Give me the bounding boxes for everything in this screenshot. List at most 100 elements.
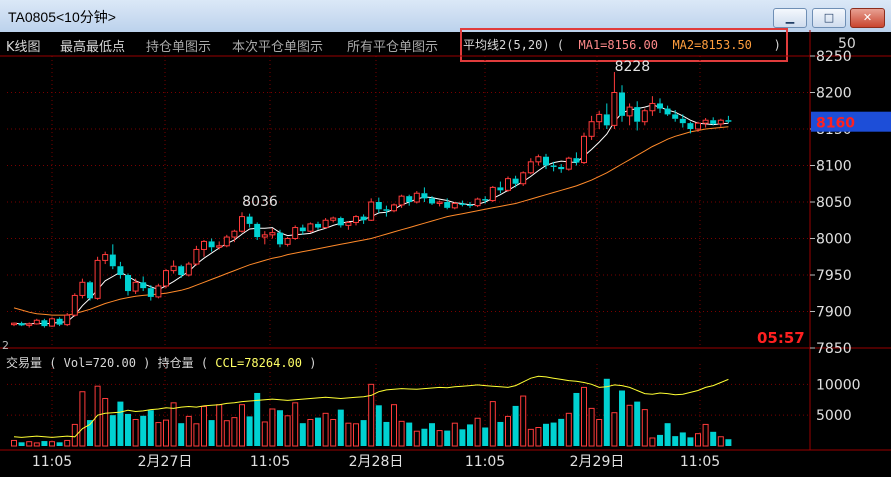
- volume-bar-up: [451, 422, 458, 447]
- volume-bar-up: [413, 430, 420, 447]
- volume-bar-up: [368, 383, 375, 447]
- candle-body-up: [330, 217, 337, 221]
- maximize-button[interactable]: □: [812, 8, 846, 28]
- candle-body-up: [102, 254, 109, 261]
- candle: [717, 118, 724, 127]
- volume-bar-down: [56, 442, 63, 446]
- volume-bar-down: [657, 434, 663, 446]
- volume-bar-up: [641, 409, 648, 447]
- candle-body-up: [535, 156, 542, 163]
- candle: [315, 221, 321, 230]
- candle: [163, 269, 169, 289]
- candle: [322, 218, 329, 229]
- candle-body-up: [596, 113, 603, 123]
- period-value[interactable]: 50: [838, 36, 856, 52]
- candle-body-down: [56, 318, 63, 325]
- volume-bar-up: [626, 404, 633, 447]
- candle-body-down: [497, 187, 504, 191]
- candle-body-up: [201, 240, 207, 250]
- candle: [277, 229, 283, 248]
- volume-value: 交易量 ( Vol=720.00 ): [6, 356, 151, 370]
- candle-body-down: [383, 209, 390, 211]
- candle-body-up: [398, 195, 405, 206]
- candle-body-down: [672, 114, 679, 119]
- candle: [193, 245, 200, 266]
- ma-indicator[interactable]: 平均线2(5,20) ( MA1=8156.00 MA2=8153.50 ): [463, 36, 781, 53]
- candle: [71, 293, 78, 317]
- candle-body-up: [626, 106, 633, 117]
- candle: [474, 197, 481, 208]
- volume-bar-up: [322, 412, 329, 447]
- time-tick-label: 11:05: [250, 454, 290, 470]
- close-button[interactable]: ✕: [850, 8, 885, 28]
- candle: [64, 312, 71, 327]
- candle: [679, 114, 686, 128]
- volume-bar-up: [102, 398, 109, 447]
- candle-body-down: [117, 266, 124, 275]
- volume-bar-up: [64, 439, 71, 447]
- candle: [185, 261, 192, 277]
- ccl-label: 持仓量 (: [157, 356, 209, 370]
- candle: [596, 110, 603, 129]
- time-tick-label: 11:05: [465, 454, 505, 470]
- candle: [436, 200, 443, 207]
- candle-body-down: [725, 120, 732, 122]
- candle-body-down: [550, 165, 557, 167]
- candle: [391, 203, 397, 213]
- price-tick-label: 8000: [816, 232, 852, 248]
- candle: [550, 161, 557, 172]
- candle-body-up: [527, 161, 534, 174]
- candle: [11, 322, 17, 327]
- menu-all-close-orders[interactable]: 所有平仓单图示: [347, 40, 439, 55]
- candle-body-up: [307, 223, 314, 232]
- candle-body-up: [71, 294, 78, 316]
- candle-body-down: [573, 158, 580, 163]
- candles: [11, 72, 732, 328]
- candle: [18, 321, 25, 327]
- candle: [406, 194, 413, 206]
- volume-bar-up: [216, 404, 223, 447]
- volume-bar-up: [292, 402, 299, 447]
- candle: [375, 197, 382, 213]
- menu-kline[interactable]: K线图: [6, 40, 41, 55]
- menu-position-orders[interactable]: 持仓单图示: [146, 40, 212, 55]
- candle: [429, 196, 435, 205]
- candle-body-up: [565, 157, 572, 170]
- candle: [489, 185, 496, 202]
- candle: [261, 231, 268, 245]
- volume-bar-down: [634, 401, 641, 446]
- menu-high-low[interactable]: 最高最低点: [60, 40, 126, 55]
- candle-body-up: [94, 259, 101, 299]
- volume-bar-down: [117, 401, 124, 446]
- candle: [140, 276, 147, 292]
- minimize-button[interactable]: ▁: [773, 8, 807, 28]
- candle: [170, 260, 177, 274]
- time-tick-label: 11:05: [680, 454, 720, 470]
- candle-body-down: [619, 92, 625, 116]
- candle-body-up: [223, 236, 230, 247]
- candle-body-down: [315, 223, 321, 228]
- volume-bar-down: [543, 423, 549, 446]
- candle-body-up: [520, 172, 527, 185]
- volume-bar-up: [702, 423, 709, 447]
- volume-bar-down: [444, 430, 451, 446]
- price-tick-label: 7900: [816, 305, 852, 321]
- candle-body-up: [695, 122, 701, 130]
- volume-bar-down: [246, 416, 253, 446]
- menu-current-close-orders[interactable]: 本次平仓单图示: [232, 40, 324, 55]
- volume-bar-down: [277, 410, 283, 446]
- title-bar: TA0805<10分钟> ▁ □ ✕: [0, 0, 891, 33]
- ma1-value: MA1=8156.00: [578, 38, 658, 52]
- candle-body-up: [170, 265, 177, 272]
- volume-bar-up: [565, 412, 572, 447]
- volume-bar-up: [391, 404, 397, 447]
- candle: [360, 214, 367, 224]
- volume-bar-up: [79, 391, 86, 447]
- volume-bar-down: [467, 424, 473, 446]
- bar-countdown: 05:57: [757, 329, 805, 347]
- volume-bar-up: [132, 418, 139, 447]
- candle: [330, 216, 337, 223]
- candle: [695, 121, 701, 132]
- candle-body-up: [436, 201, 443, 204]
